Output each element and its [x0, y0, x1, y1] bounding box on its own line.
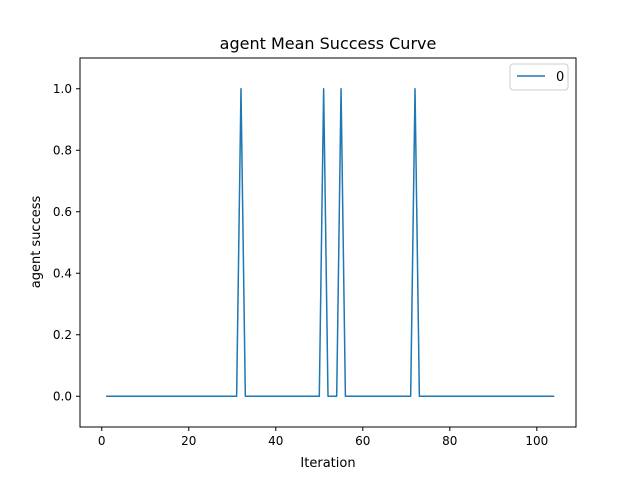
legend: 0	[509, 63, 569, 91]
y-tick-label: 0.8	[53, 143, 72, 157]
x-tick-label: 40	[268, 434, 283, 448]
x-tick-label: 60	[355, 434, 370, 448]
axes-frame	[79, 57, 577, 428]
y-tick-label: 0.0	[53, 389, 72, 403]
y-tick-label: 1.0	[53, 82, 72, 96]
y-tick-label: 0.6	[53, 205, 72, 219]
series-line-0	[106, 88, 555, 397]
y-tick-label: 0.2	[53, 328, 72, 342]
x-tick-label: 20	[181, 434, 196, 448]
x-axis-label: Iteration	[300, 456, 355, 471]
legend-frame	[509, 63, 569, 91]
x-tick-label: 80	[442, 434, 457, 448]
x-tick-label: 0	[98, 434, 106, 448]
y-tick-label: 0.4	[53, 266, 72, 280]
chart-title: agent Mean Success Curve	[220, 34, 437, 53]
plot-area: 0 20 40 60 80 100 0.0 0.2 0.4 0.6 0.8 1.0	[53, 57, 577, 448]
x-tick-label: 100	[525, 434, 548, 448]
y-axis-label: agent success	[29, 196, 44, 289]
legend-entry-label: 0	[556, 70, 564, 85]
